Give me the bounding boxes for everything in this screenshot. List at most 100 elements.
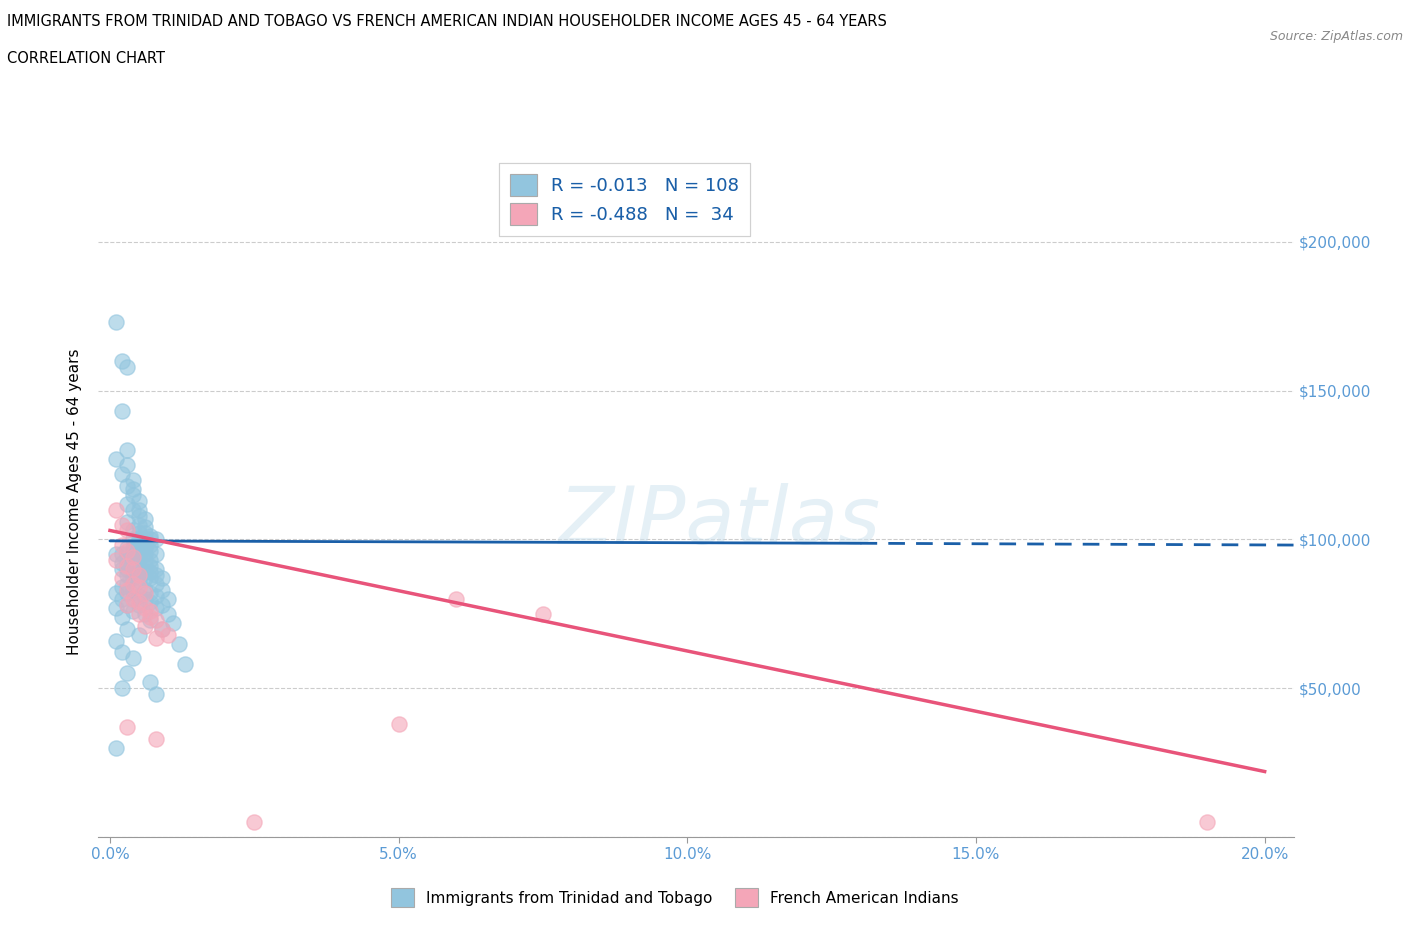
- Point: [128, 535, 150, 550]
- Text: ZIPatlas: ZIPatlas: [558, 484, 882, 562]
- Point: [134, 532, 156, 547]
- Point: [117, 567, 139, 582]
- Point: [128, 567, 150, 582]
- Point: [117, 597, 139, 612]
- Point: [104, 502, 127, 517]
- Point: [134, 565, 156, 579]
- Point: [128, 627, 150, 642]
- Text: CORRELATION CHART: CORRELATION CHART: [7, 51, 165, 66]
- Point: [139, 571, 162, 586]
- Point: [134, 591, 156, 606]
- Point: [134, 512, 156, 526]
- Point: [162, 616, 184, 631]
- Point: [139, 529, 162, 544]
- Point: [139, 565, 162, 579]
- Point: [128, 502, 150, 517]
- Point: [122, 562, 145, 577]
- Point: [139, 532, 162, 547]
- Point: [134, 559, 156, 574]
- Point: [117, 597, 139, 612]
- Point: [145, 631, 167, 645]
- Point: [122, 472, 145, 487]
- Point: [122, 582, 145, 597]
- Point: [122, 571, 145, 586]
- Point: [122, 562, 145, 577]
- Point: [117, 621, 139, 636]
- Text: Source: ZipAtlas.com: Source: ZipAtlas.com: [1270, 30, 1403, 43]
- Point: [145, 612, 167, 627]
- Point: [104, 452, 127, 467]
- Point: [150, 621, 173, 636]
- Point: [117, 443, 139, 458]
- Point: [117, 514, 139, 529]
- Point: [446, 591, 468, 606]
- Point: [139, 586, 162, 601]
- Point: [139, 612, 162, 627]
- Y-axis label: Householder Income Ages 45 - 64 years: Householder Income Ages 45 - 64 years: [67, 349, 83, 656]
- Point: [117, 359, 139, 374]
- Point: [145, 686, 167, 701]
- Point: [122, 502, 145, 517]
- Point: [117, 577, 139, 591]
- Point: [128, 574, 150, 589]
- Point: [150, 621, 173, 636]
- Point: [104, 547, 127, 562]
- Legend: R = -0.013   N = 108, R = -0.488   N =  34: R = -0.013 N = 108, R = -0.488 N = 34: [499, 163, 749, 236]
- Point: [104, 314, 127, 329]
- Text: IMMIGRANTS FROM TRINIDAD AND TOBAGO VS FRENCH AMERICAN INDIAN HOUSEHOLDER INCOME: IMMIGRANTS FROM TRINIDAD AND TOBAGO VS F…: [7, 14, 887, 29]
- Point: [110, 579, 132, 594]
- Point: [134, 571, 156, 586]
- Point: [128, 597, 150, 612]
- Point: [110, 556, 132, 571]
- Point: [139, 604, 162, 618]
- Point: [531, 606, 554, 621]
- Point: [122, 547, 145, 562]
- Point: [134, 586, 156, 601]
- Point: [117, 666, 139, 681]
- Point: [139, 609, 162, 624]
- Point: [128, 550, 150, 565]
- Point: [117, 586, 139, 601]
- Point: [117, 556, 139, 571]
- Point: [128, 532, 150, 547]
- Point: [145, 532, 167, 547]
- Point: [128, 508, 150, 523]
- Point: [122, 651, 145, 666]
- Point: [110, 547, 132, 562]
- Legend: Immigrants from Trinidad and Tobago, French American Indians: Immigrants from Trinidad and Tobago, Fre…: [385, 883, 965, 913]
- Point: [134, 547, 156, 562]
- Point: [128, 544, 150, 559]
- Point: [128, 589, 150, 604]
- Point: [145, 731, 167, 746]
- Point: [243, 815, 266, 830]
- Point: [150, 597, 173, 612]
- Point: [122, 591, 145, 606]
- Point: [104, 740, 127, 755]
- Point: [134, 552, 156, 567]
- Point: [134, 538, 156, 552]
- Point: [104, 586, 127, 601]
- Point: [1195, 815, 1218, 830]
- Point: [117, 541, 139, 556]
- Point: [150, 582, 173, 597]
- Point: [128, 517, 150, 532]
- Point: [122, 544, 145, 559]
- Point: [110, 404, 132, 418]
- Point: [117, 547, 139, 562]
- Point: [134, 582, 156, 597]
- Point: [134, 606, 156, 621]
- Point: [145, 601, 167, 616]
- Point: [117, 458, 139, 472]
- Point: [122, 532, 145, 547]
- Point: [139, 538, 162, 552]
- Point: [110, 645, 132, 660]
- Point: [110, 562, 132, 577]
- Point: [104, 601, 127, 616]
- Point: [388, 716, 411, 731]
- Point: [110, 538, 132, 552]
- Point: [145, 567, 167, 582]
- Point: [122, 556, 145, 571]
- Point: [117, 582, 139, 597]
- Point: [145, 577, 167, 591]
- Point: [150, 571, 173, 586]
